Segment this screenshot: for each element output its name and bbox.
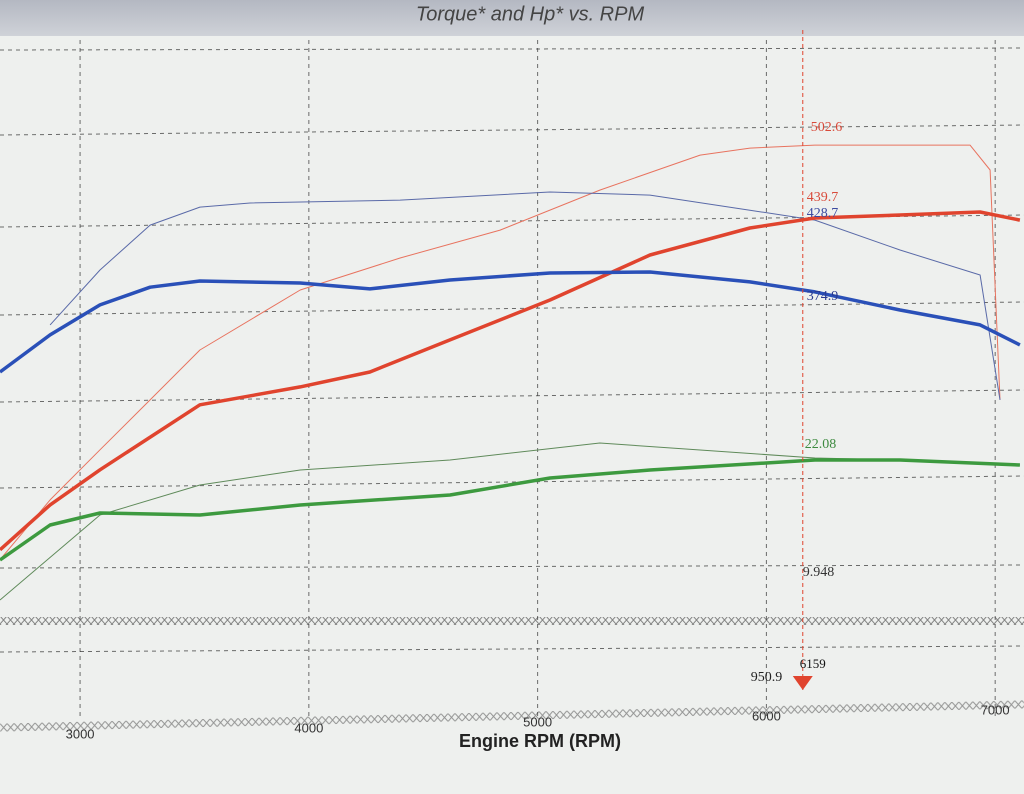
cursor-readout: 950.9 [751, 670, 783, 685]
grid-line [0, 645, 1024, 653]
x-tick-label: 6000 [752, 708, 781, 723]
x-tick-label: 3000 [66, 726, 95, 741]
grid-line [0, 124, 1024, 136]
series-line [0, 144, 1001, 561]
cursor-rpm: 6159 [800, 656, 826, 671]
cursor-marker [792, 676, 813, 690]
hatched-trace [0, 700, 1024, 732]
x-axis-label: Engine RPM (RPM) [459, 731, 621, 751]
chart-title: Torque* and Hp* vs. RPM [416, 3, 645, 25]
grid-line [0, 301, 1024, 316]
series-line [0, 270, 1021, 374]
x-tick-label: 7000 [981, 702, 1010, 717]
series-line [49, 191, 1001, 400]
grid-line [0, 47, 1024, 51]
cursor-readout: 22.08 [805, 437, 837, 452]
horizontal-grid [0, 47, 1024, 653]
grid-line [0, 214, 1024, 228]
x-tick-label: 4000 [294, 720, 323, 735]
grid-line [0, 564, 1024, 569]
cursor-readout: 439.7 [807, 190, 839, 205]
cursor-readout: 502.6 [811, 120, 843, 135]
series-line [0, 210, 1021, 552]
title-bar [0, 0, 1024, 36]
grid-line [0, 475, 1024, 489]
x-tick-label: 5000 [523, 714, 552, 729]
series-line [0, 458, 1020, 562]
cursor-readout: 374.9 [807, 289, 839, 304]
plot-background [0, 36, 1024, 794]
cursor-readout: 428.7 [807, 206, 839, 221]
grid-line [0, 389, 1024, 403]
cursor-readout: 9.948 [803, 565, 835, 580]
hatched-trace [0, 617, 1024, 625]
